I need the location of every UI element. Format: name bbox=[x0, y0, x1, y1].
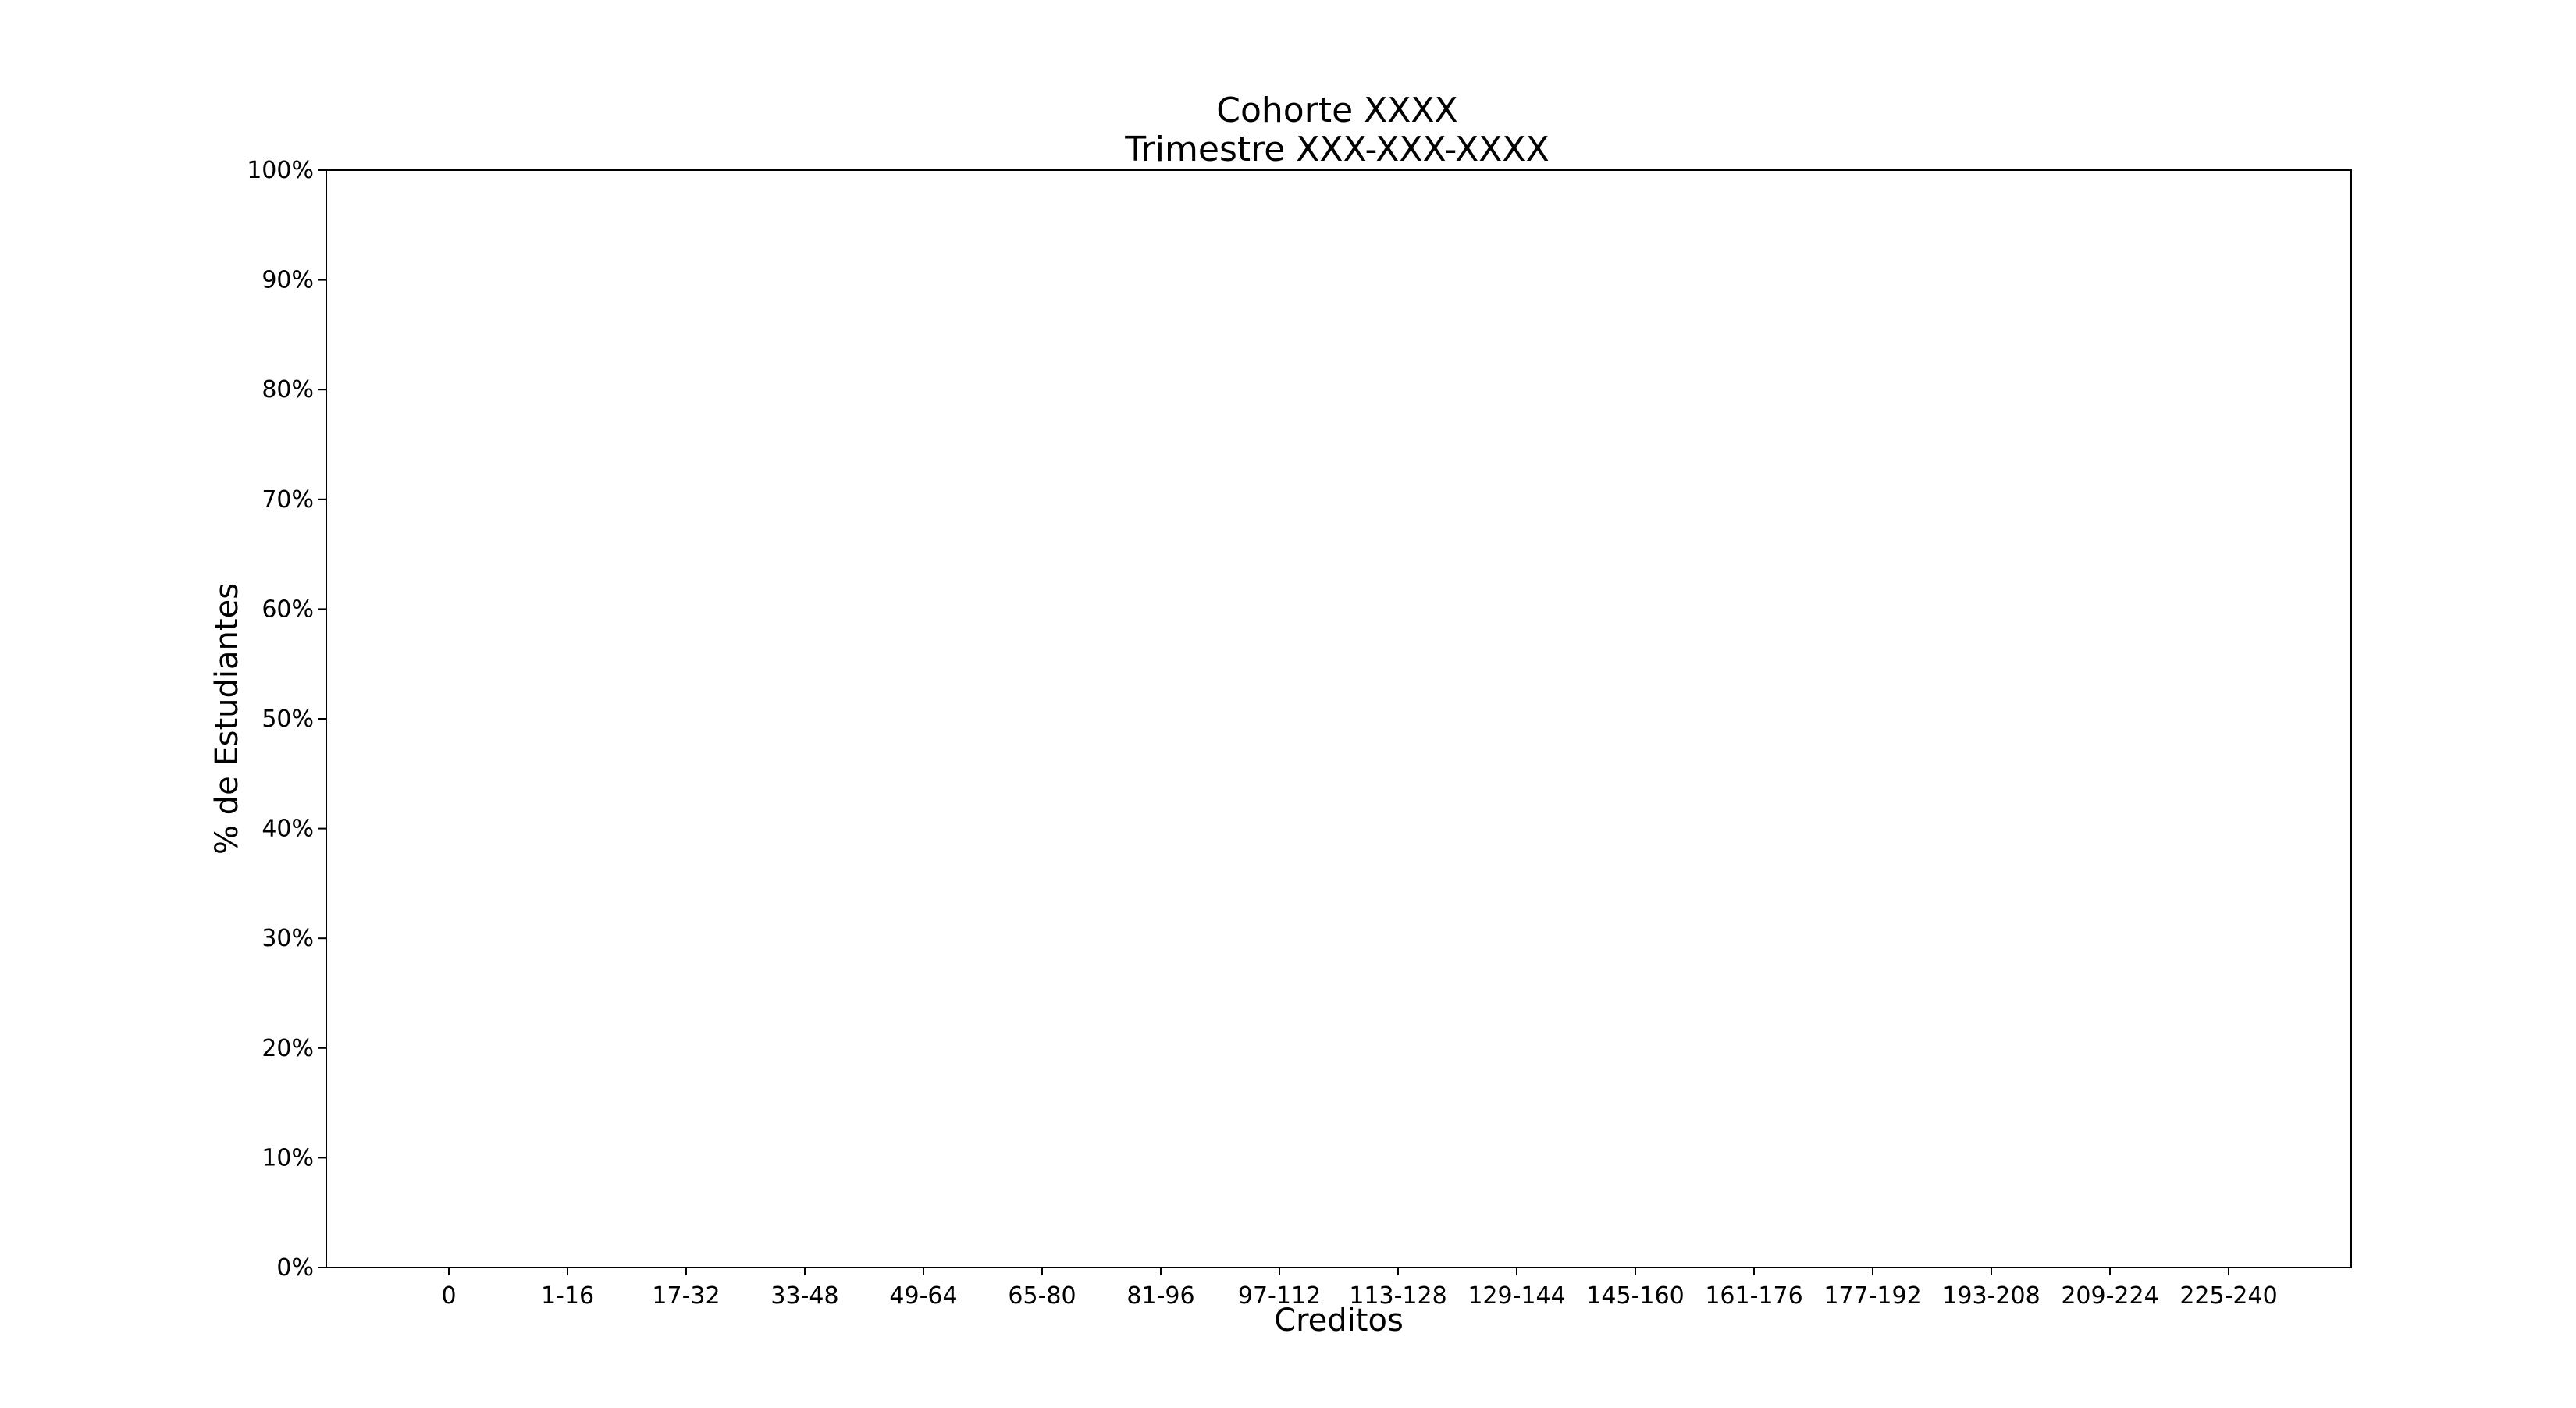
y-tick-label: 30% bbox=[262, 925, 314, 952]
x-tick-label: 161-176 bbox=[1705, 1282, 1802, 1310]
x-axis-label: Creditos bbox=[1274, 1303, 1404, 1339]
y-axis-label: % de Estudiantes bbox=[209, 583, 245, 855]
x-tick-label: 1-16 bbox=[541, 1282, 594, 1310]
y-tick-label: 50% bbox=[262, 706, 314, 733]
y-tick-label: 80% bbox=[262, 376, 314, 404]
x-tick-label: 65-80 bbox=[1008, 1282, 1076, 1310]
y-tick-label: 20% bbox=[262, 1035, 314, 1062]
x-tick-label: 129-144 bbox=[1468, 1282, 1565, 1310]
y-tick-label: 90% bbox=[262, 267, 314, 294]
x-tick-label: 177-192 bbox=[1823, 1282, 1921, 1310]
x-tick-label: 49-64 bbox=[889, 1282, 957, 1310]
y-tick-label: 70% bbox=[262, 486, 314, 514]
y-tick-label: 100% bbox=[247, 157, 314, 184]
x-tick-label: 225-240 bbox=[2179, 1282, 2277, 1310]
x-tick-label: 97-112 bbox=[1238, 1282, 1321, 1310]
x-tick-label: 33-48 bbox=[770, 1282, 838, 1310]
y-tick-label: 0% bbox=[276, 1254, 314, 1282]
x-tick-label: 17-32 bbox=[652, 1282, 720, 1310]
x-axis: 0 1-16 17-32 33-48 49-64 65-80 81-96 97-112 113-… bbox=[441, 1268, 2278, 1310]
plot-area-frame bbox=[326, 169, 2352, 1268]
x-tick-label: 0 bbox=[441, 1282, 456, 1310]
x-tick-label: 81-96 bbox=[1126, 1282, 1194, 1310]
x-tick-label: 113-128 bbox=[1349, 1282, 1446, 1310]
chart-title: Cohorte XXXX bbox=[1216, 91, 1457, 130]
y-axis: 0% 10% 20% 30% 40% 50% 60% 70% 80% 90% 100% bbox=[247, 157, 326, 1282]
y-tick-label: 40% bbox=[262, 816, 314, 843]
x-tick-label: 209-224 bbox=[2061, 1282, 2158, 1310]
chart-subtitle: Trimestre XXX-XXX-XXXX bbox=[1124, 130, 1549, 169]
y-tick-label: 60% bbox=[262, 596, 314, 623]
y-tick-label: 10% bbox=[262, 1144, 314, 1172]
x-tick-label: 193-208 bbox=[1942, 1282, 2040, 1310]
x-tick-label: 145-160 bbox=[1586, 1282, 1684, 1310]
